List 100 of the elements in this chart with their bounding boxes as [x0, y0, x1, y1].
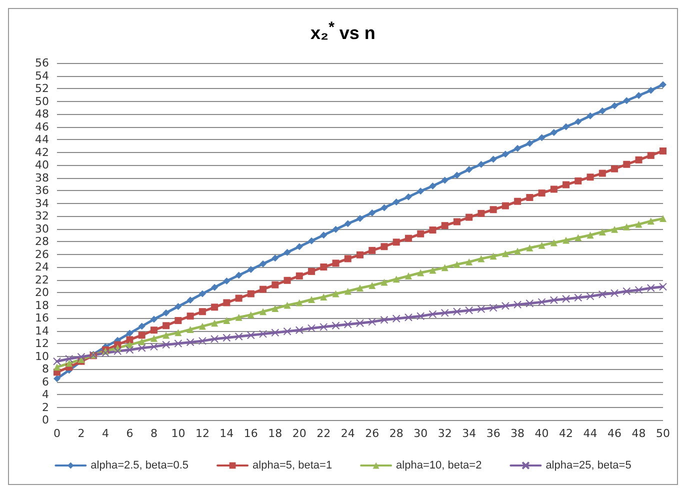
- point: [259, 330, 268, 338]
- point: [441, 222, 448, 230]
- point: [295, 326, 304, 334]
- point: [453, 172, 460, 179]
- point: [235, 294, 242, 302]
- y-tick-label: 36: [35, 184, 49, 197]
- point: [586, 112, 594, 120]
- point: [332, 226, 340, 233]
- point: [260, 260, 267, 268]
- point: [478, 255, 485, 262]
- point: [234, 332, 243, 340]
- y-tick-label: 10: [35, 350, 49, 363]
- point: [138, 332, 146, 339]
- point: [271, 328, 280, 337]
- y-tick-label: 46: [35, 120, 49, 134]
- point: [260, 286, 267, 293]
- point: [526, 140, 534, 147]
- x-tick-label: 14: [220, 427, 234, 440]
- point: [186, 326, 194, 333]
- point: [53, 357, 61, 366]
- point: [417, 269, 424, 276]
- point: [646, 284, 655, 292]
- point: [392, 238, 400, 246]
- point: [272, 254, 279, 262]
- x-tick-label: 2: [78, 427, 85, 440]
- point: [502, 250, 509, 258]
- point: [320, 293, 328, 300]
- y-tick-label: 28: [35, 235, 49, 248]
- point: [138, 344, 146, 352]
- point: [526, 244, 534, 252]
- point: [308, 268, 316, 275]
- point: [404, 234, 412, 242]
- point: [404, 313, 412, 322]
- y-tick-label: 50: [35, 94, 49, 108]
- point: [186, 338, 194, 346]
- point: [332, 260, 340, 267]
- point: [380, 316, 388, 324]
- y-tick-label: 20: [35, 286, 49, 299]
- point: [223, 299, 230, 306]
- point: [150, 334, 158, 342]
- legend-label: alpha=10, beta=2: [396, 460, 482, 472]
- point: [574, 234, 582, 242]
- point: [514, 144, 522, 152]
- point: [622, 287, 631, 296]
- point: [222, 334, 231, 342]
- point: [344, 220, 352, 228]
- point: [380, 243, 388, 250]
- point: [502, 202, 509, 210]
- point: [574, 294, 582, 302]
- x-tick-label: 16: [244, 427, 258, 440]
- point: [356, 319, 364, 328]
- point: [453, 260, 460, 268]
- point: [162, 309, 170, 316]
- point: [66, 360, 73, 367]
- x-tick-label: 4: [102, 427, 109, 440]
- point: [332, 322, 340, 330]
- point: [101, 349, 110, 358]
- x-tick-label: 48: [632, 427, 646, 440]
- point: [247, 290, 254, 298]
- point: [283, 327, 292, 336]
- point: [223, 317, 230, 324]
- point: [660, 147, 666, 154]
- y-tick-label: 32: [35, 210, 49, 222]
- point: [126, 330, 134, 337]
- point: [610, 289, 619, 298]
- point: [478, 160, 485, 168]
- point: [138, 338, 146, 346]
- point: [417, 188, 424, 195]
- x-tick-label: 10: [171, 427, 186, 440]
- y-tick-label: 52: [35, 82, 49, 95]
- y-tick-label: 56: [35, 56, 49, 70]
- point: [186, 312, 194, 320]
- point: [440, 308, 449, 317]
- point: [598, 290, 606, 298]
- x-tick-label: 44: [583, 427, 598, 440]
- point: [211, 304, 218, 311]
- point: [489, 304, 498, 312]
- point: [428, 310, 437, 318]
- point: [562, 181, 570, 188]
- x-tick-label: 0: [54, 427, 60, 440]
- point: [198, 336, 206, 345]
- point: [453, 218, 460, 226]
- point: [332, 290, 340, 298]
- point: [368, 318, 376, 326]
- point: [198, 322, 206, 330]
- point: [198, 308, 206, 316]
- point: [380, 278, 388, 286]
- point: [623, 160, 630, 168]
- point: [272, 304, 279, 312]
- point: [162, 332, 170, 339]
- point: [477, 305, 486, 314]
- x-tick-label: 42: [559, 427, 574, 440]
- point: [272, 281, 279, 288]
- y-tick-label: 16: [35, 312, 49, 324]
- point: [247, 311, 254, 318]
- point: [659, 282, 667, 291]
- point: [550, 128, 558, 136]
- point: [308, 324, 316, 332]
- point: [284, 302, 291, 309]
- point: [538, 242, 546, 249]
